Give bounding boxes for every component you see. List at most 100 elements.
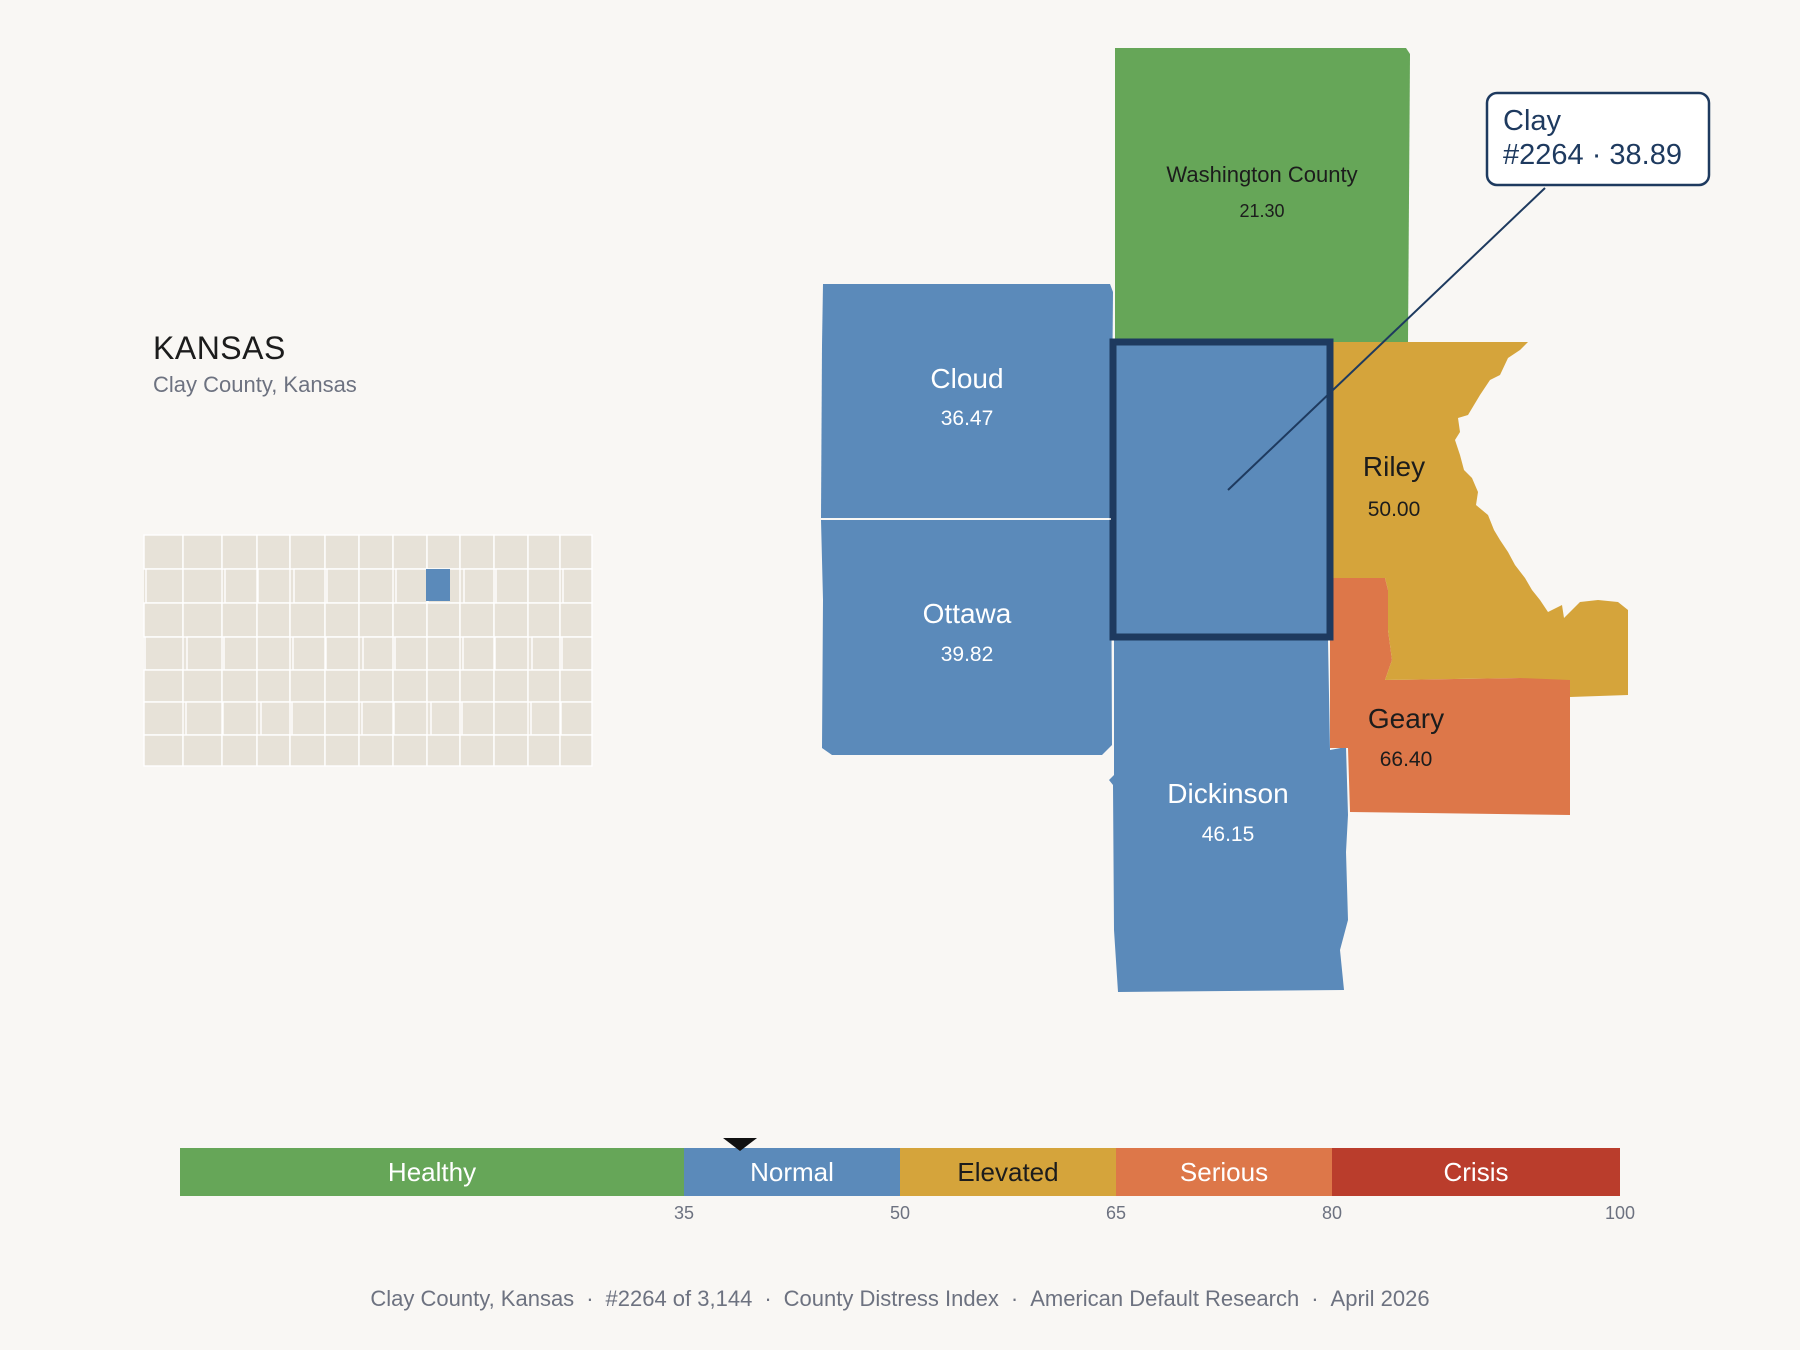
inset-county-cell bbox=[145, 568, 184, 604]
inset-county-cell bbox=[559, 734, 593, 767]
dickinson-score-label: 46.15 bbox=[1202, 823, 1255, 846]
scale-tick-label: 35 bbox=[674, 1203, 694, 1223]
inset-county-cell bbox=[461, 701, 495, 736]
inset-county-cell bbox=[426, 602, 461, 638]
inset-county-cell bbox=[426, 669, 461, 703]
footer-location: Clay County, Kansas bbox=[370, 1286, 575, 1311]
inset-county-cell bbox=[527, 534, 561, 570]
inset-county-cell bbox=[256, 669, 291, 703]
footer-publisher: American Default Research bbox=[1030, 1286, 1300, 1311]
inset-county-cell bbox=[186, 636, 223, 671]
inset-county-cell bbox=[325, 636, 360, 671]
callout-leader-line bbox=[1227, 187, 1546, 491]
scale-band-serious bbox=[1116, 1148, 1332, 1196]
distress-scale: Healthy Normal Elevated Serious Crisis 35 50 65… bbox=[180, 1138, 1635, 1223]
scale-band-label: Crisis bbox=[1444, 1157, 1509, 1187]
inset-county-cell bbox=[143, 669, 184, 703]
inset-county-cell bbox=[223, 636, 258, 671]
scale-band-elevated bbox=[900, 1148, 1116, 1196]
inset-county-cell bbox=[493, 669, 529, 703]
callout-county-name: Clay bbox=[1503, 105, 1562, 137]
callout-rank-score: #2264 · 38.89 bbox=[1503, 139, 1682, 171]
dickinson-name-label: Dickinson bbox=[1167, 778, 1288, 809]
inset-county-cell bbox=[462, 636, 495, 671]
inset-county-cell bbox=[256, 734, 291, 767]
inset-county-cell bbox=[256, 534, 291, 570]
inset-county-cell bbox=[221, 602, 258, 638]
county-clay[interactable] bbox=[1109, 338, 1334, 641]
footer-rank: #2264 of 3,144 bbox=[605, 1286, 753, 1311]
inset-county-cell bbox=[326, 568, 360, 604]
inset-county-cell bbox=[559, 534, 593, 570]
inset-county-cell bbox=[392, 669, 428, 703]
inset-county-cell bbox=[324, 602, 360, 638]
inset-county-cell bbox=[527, 568, 561, 604]
inset-county-cell bbox=[394, 636, 428, 671]
inset-county-cell bbox=[459, 669, 495, 703]
inset-county-cell bbox=[459, 602, 495, 638]
inset-county-cell bbox=[494, 636, 529, 671]
inset-county-cell bbox=[527, 734, 561, 767]
inset-county-cell bbox=[459, 534, 495, 570]
washington-score-label: 21.30 bbox=[1239, 201, 1284, 221]
inset-county-cell bbox=[324, 534, 360, 570]
inset-county-cell bbox=[358, 568, 394, 604]
inset-county-cell bbox=[527, 602, 561, 638]
inset-county-cell bbox=[493, 701, 529, 736]
inset-county-cell bbox=[324, 734, 360, 767]
inset-county-cell bbox=[144, 636, 184, 671]
inset-county-cell bbox=[495, 568, 529, 604]
inset-county-cell bbox=[224, 568, 258, 604]
inset-county-cell bbox=[222, 701, 258, 736]
cloud-score-label: 36.47 bbox=[941, 407, 994, 430]
inset-county-cell bbox=[257, 568, 291, 604]
inset-county-cell bbox=[426, 534, 461, 570]
county-washington[interactable] bbox=[1115, 48, 1410, 342]
inset-county-cell bbox=[358, 534, 394, 570]
inset-county-cell bbox=[293, 568, 326, 604]
county-geary[interactable] bbox=[1330, 578, 1570, 815]
footer-credits: Clay County, Kansas · #2264 of 3,144 · Count… bbox=[370, 1286, 1430, 1311]
inset-county-cell bbox=[531, 636, 561, 671]
inset-county-cell bbox=[562, 568, 593, 604]
inset-county-cell bbox=[289, 669, 326, 703]
inset-county-cell bbox=[256, 602, 291, 638]
inset-county-cell bbox=[530, 701, 561, 736]
inset-county-cell bbox=[289, 734, 326, 767]
inset-county-cell bbox=[185, 701, 223, 736]
riley-name-label: Riley bbox=[1363, 451, 1425, 482]
inset-county-cell bbox=[324, 701, 360, 736]
cloud-name-label: Cloud bbox=[930, 363, 1003, 394]
county-dickinson[interactable] bbox=[1109, 640, 1348, 992]
kansas-inset-map bbox=[143, 534, 593, 767]
inset-county-cell bbox=[463, 568, 495, 604]
county-cloud[interactable] bbox=[821, 284, 1113, 518]
washington-name-label: Washington County bbox=[1166, 162, 1357, 187]
inset-county-cell bbox=[392, 534, 428, 570]
state-subtitle: Clay County, Kansas bbox=[153, 372, 357, 397]
state-title: KANSAS bbox=[153, 330, 286, 366]
ottawa-name-label: Ottawa bbox=[923, 598, 1012, 629]
inset-county-cell bbox=[395, 568, 428, 604]
inset-county-cell bbox=[493, 734, 529, 767]
inset-county-cell bbox=[289, 602, 326, 638]
inset-county-cell bbox=[559, 602, 593, 638]
inset-county-cell bbox=[289, 534, 326, 570]
county-ottawa[interactable] bbox=[821, 520, 1112, 755]
inset-county-cell bbox=[256, 636, 291, 671]
inset-county-cell bbox=[182, 534, 223, 570]
inset-county-cell bbox=[182, 669, 223, 703]
inset-county-cell bbox=[459, 734, 495, 767]
inset-county-cell bbox=[260, 701, 291, 736]
inset-county-cell bbox=[292, 636, 326, 671]
inset-county-cell bbox=[358, 669, 394, 703]
county-riley[interactable] bbox=[1332, 342, 1628, 697]
inset-county-cell bbox=[143, 602, 184, 638]
scale-band-healthy bbox=[180, 1148, 684, 1196]
inset-county-cell bbox=[430, 701, 461, 736]
riley-score-label: 50.00 bbox=[1368, 498, 1421, 521]
scale-band-label: Normal bbox=[750, 1157, 834, 1187]
inset-county-cell bbox=[559, 669, 593, 703]
inset-county-cell bbox=[561, 636, 593, 671]
inset-county-cell bbox=[426, 636, 461, 671]
